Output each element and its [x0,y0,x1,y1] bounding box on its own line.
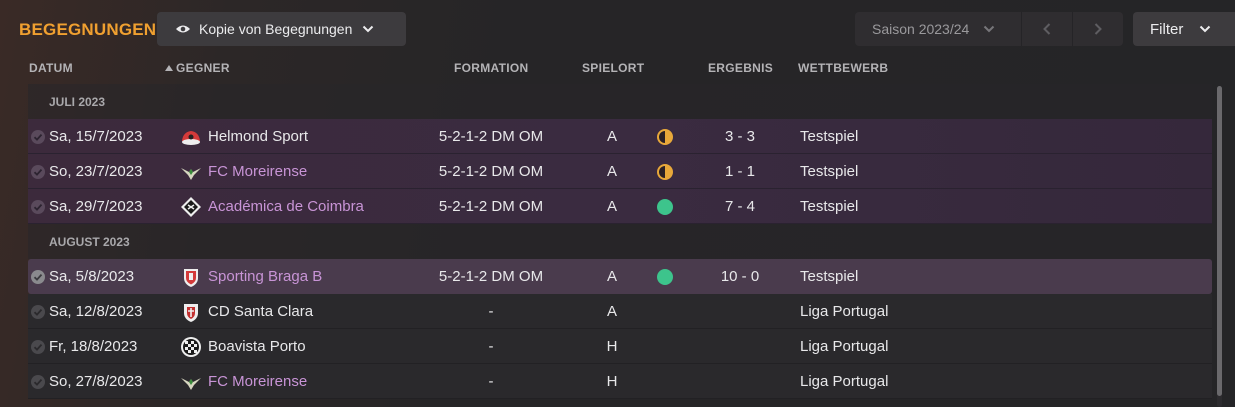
match-result[interactable]: 3 - 3 [724,128,755,145]
table-row[interactable]: So, 27/8/2023 FC Moreirense - H Liga Por… [28,364,1212,399]
scrollbar-thumb[interactable] [1217,86,1222,396]
club-logo-icon [178,154,204,189]
match-date: Sa, 5/8/2023 [49,268,135,285]
next-season-button[interactable] [1072,12,1123,46]
column-header-competition[interactable]: WETTBEWERB [798,61,889,75]
chevron-down-icon [1200,25,1211,33]
formation: 5-2-1-2 DM OM [438,128,544,145]
column-header-date[interactable]: DATUM [29,61,73,75]
table-row-selected[interactable]: Sa, 5/8/2023 Sporting Braga B 5-2-1-2 DM… [28,259,1212,294]
chevron-left-icon [1043,23,1051,35]
fixtures-table: JULI 2023 Sa, 15/7/2023 Helmond Sport 5-… [28,84,1212,399]
venue: A [606,303,617,320]
club-logo-icon [178,364,204,399]
check-circle-icon [30,329,46,364]
scrollbar[interactable] [1217,86,1222,407]
opponent-name[interactable]: Sporting Braga B [208,268,323,285]
view-selector-button[interactable]: Kopie von Begegnungen [157,12,406,46]
competition[interactable]: Testspiel [800,198,859,215]
formation: - [488,303,494,320]
match-result [700,329,780,364]
match-date: Fr, 18/8/2023 [49,338,138,355]
filter-button[interactable]: Filter [1133,12,1235,46]
check-circle-icon [30,364,46,399]
opponent-name: Boavista Porto [208,338,306,355]
opponent-name: Helmond Sport [208,128,309,145]
table-row[interactable]: Sa, 29/7/2023 Académica de Coimbra 5-2-1… [28,189,1212,224]
table-row[interactable]: Sa, 12/8/2023 CD Santa Clara - A Liga Po… [28,294,1212,329]
competition[interactable]: Testspiel [800,163,859,180]
formation: - [488,338,494,355]
season-navigator: Saison 2023/24 [855,12,1123,46]
column-header-result[interactable]: ERGEBNIS [708,61,774,75]
match-date: So, 23/7/2023 [49,163,143,180]
competition[interactable]: Liga Portugal [800,303,889,320]
match-date: Sa, 12/8/2023 [49,303,143,320]
draw-indicator-icon [656,119,674,154]
draw-indicator-icon [656,154,674,189]
venue: H [606,373,618,390]
view-selector-label: Kopie von Begegnungen [199,21,353,37]
venue: A [606,268,617,285]
match-result[interactable]: 1 - 1 [724,163,755,180]
match-result[interactable]: 7 - 4 [724,198,755,215]
column-header-opponent-label: GEGNER [176,61,230,75]
match-result [700,364,780,399]
opponent-name[interactable]: FC Moreirense [208,163,308,180]
formation: 5-2-1-2 DM OM [438,163,544,180]
opponent-name[interactable]: Académica de Coimbra [208,198,364,215]
check-circle-icon [30,294,46,329]
group-header-july: JULI 2023 [28,84,1212,119]
group-header-august: AUGUST 2023 [28,224,1212,259]
competition[interactable]: Liga Portugal [800,373,889,390]
club-logo-icon [178,329,204,364]
competition[interactable]: Testspiel [800,128,859,145]
opponent-name[interactable]: FC Moreirense [208,373,308,390]
page-title: BEGEGNUNGEN [19,20,157,39]
sort-ascending-icon [165,65,173,71]
filter-label: Filter [1150,20,1184,38]
season-selector[interactable]: Saison 2023/24 [855,12,1021,46]
column-header-venue[interactable]: SPIELORT [582,61,645,75]
match-date: So, 27/8/2023 [49,373,143,390]
club-logo-icon [178,119,204,154]
competition[interactable]: Testspiel [800,268,859,285]
formation: 5-2-1-2 DM OM [438,268,544,285]
venue: A [606,163,617,180]
opponent-name: CD Santa Clara [208,303,314,320]
win-indicator-icon [656,189,674,224]
table-row[interactable]: So, 23/7/2023 FC Moreirense 5-2-1-2 DM O… [28,154,1212,189]
eye-icon [176,25,190,33]
season-label: Saison 2023/24 [872,21,970,37]
club-logo-icon [178,189,204,224]
venue: A [606,198,617,215]
competition[interactable]: Liga Portugal [800,338,889,355]
chevron-right-icon [1094,23,1102,35]
chevron-down-icon [984,25,995,33]
club-logo-icon [178,294,204,329]
chevron-down-icon [363,25,374,33]
venue: A [606,128,617,145]
previous-season-button[interactable] [1021,12,1072,46]
venue: H [606,338,618,355]
check-circle-icon [30,119,46,154]
check-circle-icon [30,154,46,189]
column-header-formation[interactable]: FORMATION [454,61,529,75]
club-logo-icon [178,259,204,294]
check-circle-icon [30,189,46,224]
match-date: Sa, 29/7/2023 [49,198,143,215]
formation: - [488,373,494,390]
check-circle-icon [30,259,46,294]
top-bar: BEGEGNUNGEN Kopie von Begegnungen Saison… [0,0,1235,58]
formation: 5-2-1-2 DM OM [438,198,544,215]
match-date: Sa, 15/7/2023 [49,128,143,145]
match-result [700,294,780,329]
match-result[interactable]: 10 - 0 [720,268,760,285]
column-header-opponent[interactable]: GEGNER [165,61,230,75]
win-indicator-icon [656,259,674,294]
table-row[interactable]: Fr, 18/8/2023 Boavista Porto - H Liga Po… [28,329,1212,364]
table-row[interactable]: Sa, 15/7/2023 Helmond Sport 5-2-1-2 DM O… [28,119,1212,154]
